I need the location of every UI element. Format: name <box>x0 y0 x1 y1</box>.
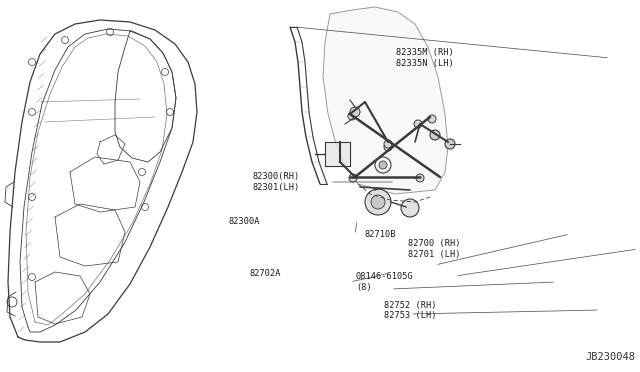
Circle shape <box>350 107 360 117</box>
Circle shape <box>445 139 455 149</box>
Circle shape <box>371 195 385 209</box>
Text: 82335M (RH)
82335N (LH): 82335M (RH) 82335N (LH) <box>396 48 453 68</box>
Circle shape <box>379 161 387 169</box>
Circle shape <box>384 143 392 151</box>
Text: JB230048: JB230048 <box>585 352 635 362</box>
Text: 82700 (RH)
82701 (LH): 82700 (RH) 82701 (LH) <box>408 239 461 259</box>
Text: 82300A: 82300A <box>228 217 260 226</box>
Circle shape <box>348 112 356 120</box>
Circle shape <box>414 120 422 128</box>
Circle shape <box>349 174 357 182</box>
Polygon shape <box>323 7 448 194</box>
Text: 82300(RH)
82301(LH): 82300(RH) 82301(LH) <box>253 172 300 192</box>
Text: 82702A: 82702A <box>250 269 281 278</box>
Text: 08146-6105G
(8): 08146-6105G (8) <box>356 272 413 292</box>
Circle shape <box>416 174 424 182</box>
Text: 82710B: 82710B <box>365 230 396 239</box>
Circle shape <box>365 189 391 215</box>
Circle shape <box>430 130 440 140</box>
Polygon shape <box>325 142 350 166</box>
Circle shape <box>401 199 419 217</box>
Text: 82752 (RH)
82753 (LH): 82752 (RH) 82753 (LH) <box>384 301 436 321</box>
Circle shape <box>428 115 436 123</box>
Circle shape <box>384 140 392 148</box>
